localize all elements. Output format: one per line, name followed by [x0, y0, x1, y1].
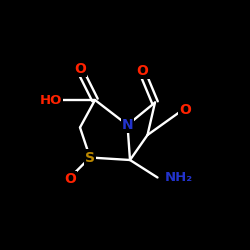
Text: NH₂: NH₂ — [165, 171, 193, 184]
Text: O: O — [136, 64, 148, 78]
Text: O: O — [179, 103, 191, 117]
Text: O: O — [74, 62, 86, 76]
Text: S: S — [85, 150, 95, 164]
Text: N: N — [122, 118, 133, 132]
Text: O: O — [64, 172, 76, 186]
Text: HO: HO — [40, 94, 62, 106]
